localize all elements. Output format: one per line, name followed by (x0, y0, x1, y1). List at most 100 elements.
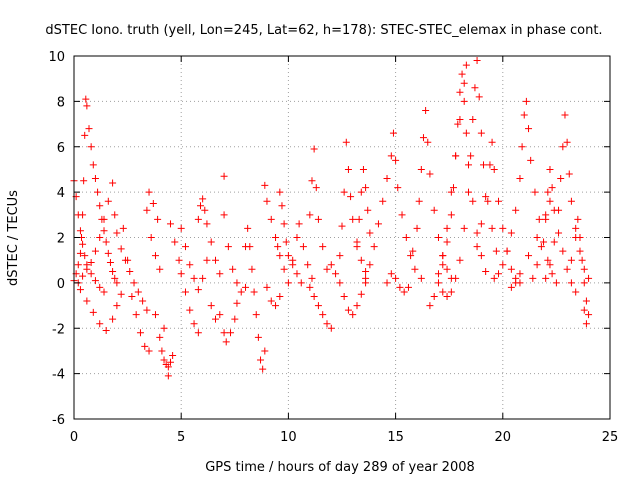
data-point (456, 116, 464, 124)
data-point (261, 181, 269, 189)
data-point (439, 252, 447, 260)
data-point (233, 299, 241, 307)
data-point (263, 197, 271, 205)
data-point (396, 283, 404, 291)
data-point (462, 129, 470, 137)
data-point (542, 211, 550, 219)
data-point (409, 247, 417, 255)
data-point (344, 306, 352, 314)
data-point (477, 129, 485, 137)
data-point (79, 240, 87, 248)
x-axis-title: GPS time / hours of day 289 of year 2008 (205, 460, 475, 475)
data-point (422, 106, 430, 114)
data-point (565, 170, 573, 178)
data-point (149, 199, 157, 207)
data-point (111, 274, 119, 282)
data-point (272, 234, 280, 241)
data-point (81, 131, 89, 139)
data-point (293, 270, 301, 278)
data-point (533, 234, 541, 241)
data-point (531, 188, 539, 196)
data-point (460, 79, 468, 87)
data-point (477, 252, 485, 260)
data-point (366, 261, 374, 269)
data-point (392, 274, 400, 282)
data-point (100, 227, 108, 235)
data-point (443, 238, 451, 246)
data-point (366, 229, 374, 237)
data-point (520, 111, 528, 119)
data-point (452, 152, 460, 160)
data-point (203, 220, 211, 228)
data-point (79, 211, 87, 219)
data-point (289, 256, 297, 264)
data-point (252, 311, 260, 319)
data-point (555, 229, 563, 237)
data-point (561, 111, 569, 119)
y-tick-label: -6 (52, 413, 65, 428)
data-point (132, 311, 140, 319)
data-point (151, 252, 159, 260)
data-point (181, 288, 189, 296)
data-point (527, 156, 535, 164)
data-point (102, 238, 110, 246)
data-point (293, 234, 301, 241)
data-point (353, 243, 361, 251)
data-point (166, 220, 174, 228)
data-point (563, 265, 571, 273)
data-point (529, 274, 537, 282)
data-point (462, 61, 470, 69)
data-point (207, 302, 215, 310)
chart-title: dSTEC Iono. truth (yell, Lon=245, Lat=62… (45, 23, 602, 38)
data-point (415, 197, 423, 205)
data-point (177, 270, 185, 278)
data-point (430, 206, 438, 214)
data-point (499, 261, 507, 269)
data-point (557, 175, 565, 183)
data-point (488, 224, 496, 232)
data-point (102, 327, 110, 335)
data-point (233, 279, 241, 287)
data-point (456, 256, 464, 264)
data-point (546, 261, 554, 269)
data-point (154, 215, 162, 223)
data-point (486, 161, 494, 169)
data-point (312, 184, 320, 192)
data-point (447, 188, 455, 196)
data-point (203, 256, 211, 264)
data-point (310, 145, 318, 153)
data-point (477, 220, 485, 228)
data-point (548, 184, 556, 192)
data-point (512, 279, 520, 287)
data-point (106, 258, 114, 266)
data-point (284, 279, 292, 287)
y-tick-label: 4 (57, 186, 65, 201)
data-point (113, 279, 121, 287)
data-point (87, 270, 95, 278)
data-point (151, 311, 159, 319)
data-point (559, 143, 567, 151)
data-point (314, 302, 322, 310)
data-point (194, 286, 202, 294)
data-point (439, 261, 447, 269)
data-point (83, 102, 91, 110)
data-point (495, 197, 503, 205)
data-point (323, 320, 331, 328)
y-tick-label: 0 (57, 277, 65, 292)
data-point (419, 134, 427, 142)
data-point (475, 93, 483, 101)
data-point (469, 116, 477, 124)
y-tick-label: -4 (52, 368, 65, 383)
data-point (190, 274, 198, 282)
data-point (578, 256, 586, 264)
data-point (464, 188, 472, 196)
data-point (582, 320, 590, 328)
data-point (276, 252, 284, 260)
data-point (383, 279, 391, 287)
data-point (89, 308, 97, 316)
data-point (177, 224, 185, 232)
data-point (83, 265, 91, 273)
data-point (91, 247, 99, 255)
data-point (109, 179, 117, 187)
data-point (278, 202, 286, 210)
